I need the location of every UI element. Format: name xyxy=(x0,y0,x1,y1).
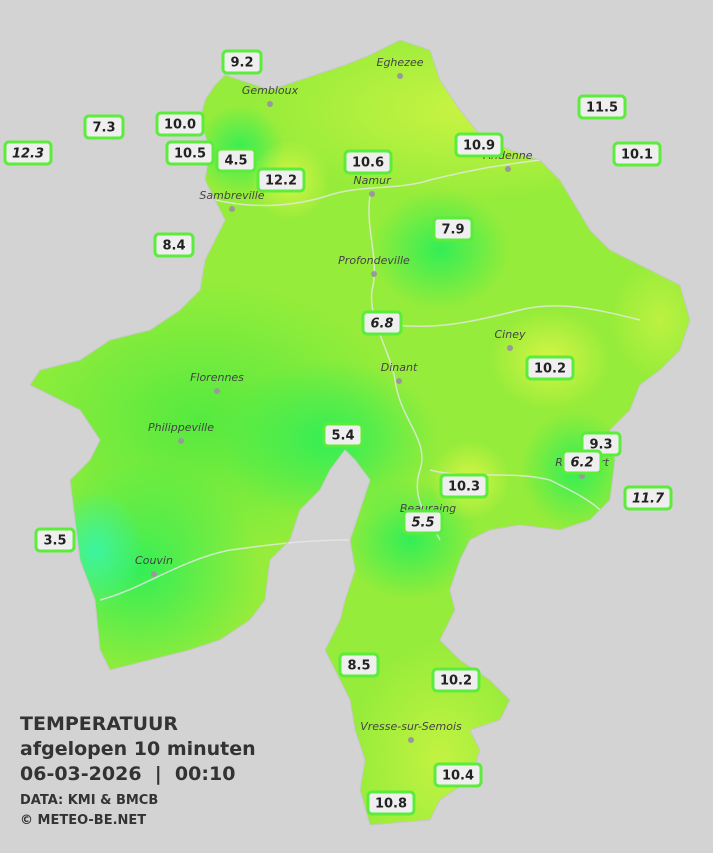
station-box xyxy=(525,355,575,381)
copyright: © METEO-BE.NET xyxy=(20,813,146,828)
stations: 9.2 7.3 10.0 12.3 10.5 4.5 12.2 10.6 10.9 11.5 10.… xyxy=(3,49,673,816)
station-box xyxy=(432,216,474,242)
station-box xyxy=(338,652,380,678)
station-value: 11.5 xyxy=(586,101,618,116)
data-source: DATA: KMI & BMCB xyxy=(20,793,158,808)
station-value: 5.4 xyxy=(331,429,354,444)
city-label: Philippeville xyxy=(148,421,214,434)
city-label: Ciney xyxy=(495,328,526,341)
city-label: Eghezee xyxy=(377,56,424,69)
city-dot xyxy=(214,388,220,394)
station-value: 10.8 xyxy=(375,797,407,812)
city-dot xyxy=(151,571,157,577)
city-dot xyxy=(369,191,375,197)
station-value: 10.4 xyxy=(442,769,474,784)
station-value: 8.5 xyxy=(347,659,370,674)
station-box xyxy=(221,49,263,75)
station-value: 10.3 xyxy=(448,480,480,495)
city-label: Florennes xyxy=(190,371,244,384)
station-value: 10.0 xyxy=(164,118,196,133)
station-value: 11.7 xyxy=(632,492,665,507)
station-box xyxy=(577,94,627,120)
station-value: 12.3 xyxy=(12,147,44,162)
city-dot xyxy=(397,73,403,79)
province-border xyxy=(29,39,691,826)
city-label: Namur xyxy=(353,174,392,187)
station-box xyxy=(431,667,481,693)
city-label: Sambreville xyxy=(199,189,264,202)
station-box xyxy=(433,762,483,788)
station-box xyxy=(322,422,364,448)
city-dot xyxy=(229,206,235,212)
subtitle: afgelopen 10 minuten xyxy=(20,738,256,760)
station-value: 7.9 xyxy=(441,223,464,238)
timestamp: 06-03-2026 | 00:10 xyxy=(20,763,235,785)
station-value: 7.3 xyxy=(92,121,115,136)
station-box xyxy=(215,147,257,173)
station-value: 12.2 xyxy=(265,174,297,189)
city-dot xyxy=(505,166,511,172)
station-box xyxy=(402,509,444,535)
station-value: 10.5 xyxy=(174,147,206,162)
title: TEMPERATUUR xyxy=(20,713,178,735)
station-value: 10.2 xyxy=(440,674,472,689)
station-value: 9.3 xyxy=(589,438,612,453)
city-label: Profondeville xyxy=(338,254,410,267)
city-label: Vresse-sur-Semois xyxy=(360,720,462,733)
city-label: Gembloux xyxy=(242,84,299,97)
station-box xyxy=(155,111,205,137)
station-box xyxy=(256,167,306,193)
station-value: 10.2 xyxy=(534,362,566,377)
city-dot xyxy=(507,345,513,351)
station-box xyxy=(3,140,53,166)
station-value: 6.2 xyxy=(570,456,593,471)
station-value: 9.2 xyxy=(230,56,253,71)
station-box xyxy=(153,232,195,258)
station-box xyxy=(361,310,403,336)
station-box xyxy=(34,527,76,553)
station-value: 5.5 xyxy=(411,516,434,531)
station-value: 10.1 xyxy=(621,148,653,163)
city-dot xyxy=(371,271,377,277)
station-box xyxy=(623,485,673,511)
station-value: 4.5 xyxy=(224,154,247,169)
station-box xyxy=(612,141,662,167)
station-box xyxy=(343,149,393,175)
station-value: 10.9 xyxy=(463,139,495,154)
station-value: 8.4 xyxy=(162,239,185,254)
station-box xyxy=(366,790,416,816)
city-dot xyxy=(396,378,402,384)
station-value: 6.8 xyxy=(370,317,393,332)
city-dot xyxy=(178,438,184,444)
station-value: 10.6 xyxy=(352,156,384,171)
station-value: 3.5 xyxy=(43,534,66,549)
station-box xyxy=(454,132,504,158)
city-label: Dinant xyxy=(381,361,418,374)
city-dot xyxy=(267,101,273,107)
station-box xyxy=(561,449,603,475)
city-dot xyxy=(408,737,414,743)
city-label: Couvin xyxy=(135,554,173,567)
station-box xyxy=(165,140,215,166)
station-box xyxy=(83,114,125,140)
station-box xyxy=(439,473,489,499)
